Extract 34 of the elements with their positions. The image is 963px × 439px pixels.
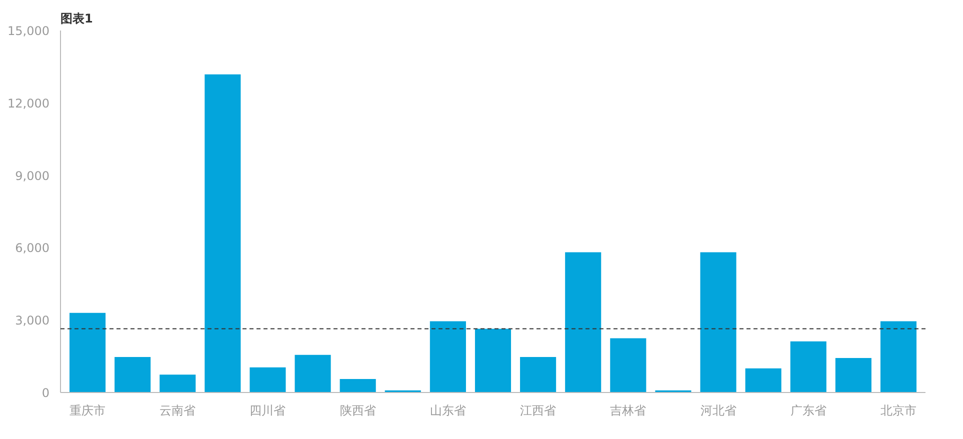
x-tick-label: 云南省 [160, 404, 196, 418]
chart-title: 图表1 [60, 12, 93, 26]
x-tick-label: 重庆市 [70, 404, 106, 418]
bar [294, 354, 331, 392]
bar [160, 374, 196, 392]
x-tick-label: 吉林省 [610, 404, 646, 418]
y-tick-label: 0 [42, 386, 50, 400]
x-tick-label: 陕西省 [340, 404, 376, 418]
bar [474, 328, 512, 392]
y-tick-label: 15,000 [8, 24, 50, 38]
x-tick-label: 北京市 [880, 404, 916, 418]
x-tick-label: 河北省 [700, 404, 736, 418]
bar [835, 358, 872, 392]
bar [340, 378, 376, 392]
bar [250, 367, 286, 392]
bar [790, 341, 826, 392]
bar [745, 368, 782, 392]
y-tick-label: 9,000 [15, 168, 50, 183]
bar [700, 252, 736, 392]
x-tick-label: 四川省 [250, 404, 286, 418]
bar [610, 338, 646, 392]
bar [880, 321, 916, 392]
y-tick-label: 12,000 [8, 96, 50, 110]
y-tick-label: 3,000 [15, 314, 50, 328]
bar [114, 357, 151, 392]
x-tick-label: 山东省 [430, 404, 466, 418]
bar [430, 321, 466, 392]
x-tick-label: 江西省 [520, 404, 556, 418]
bar [204, 74, 241, 392]
bar [565, 252, 602, 392]
y-tick-label: 6,000 [15, 241, 50, 256]
bar [70, 312, 106, 392]
bar [520, 357, 556, 392]
x-tick-label: 广东省 [790, 404, 826, 418]
